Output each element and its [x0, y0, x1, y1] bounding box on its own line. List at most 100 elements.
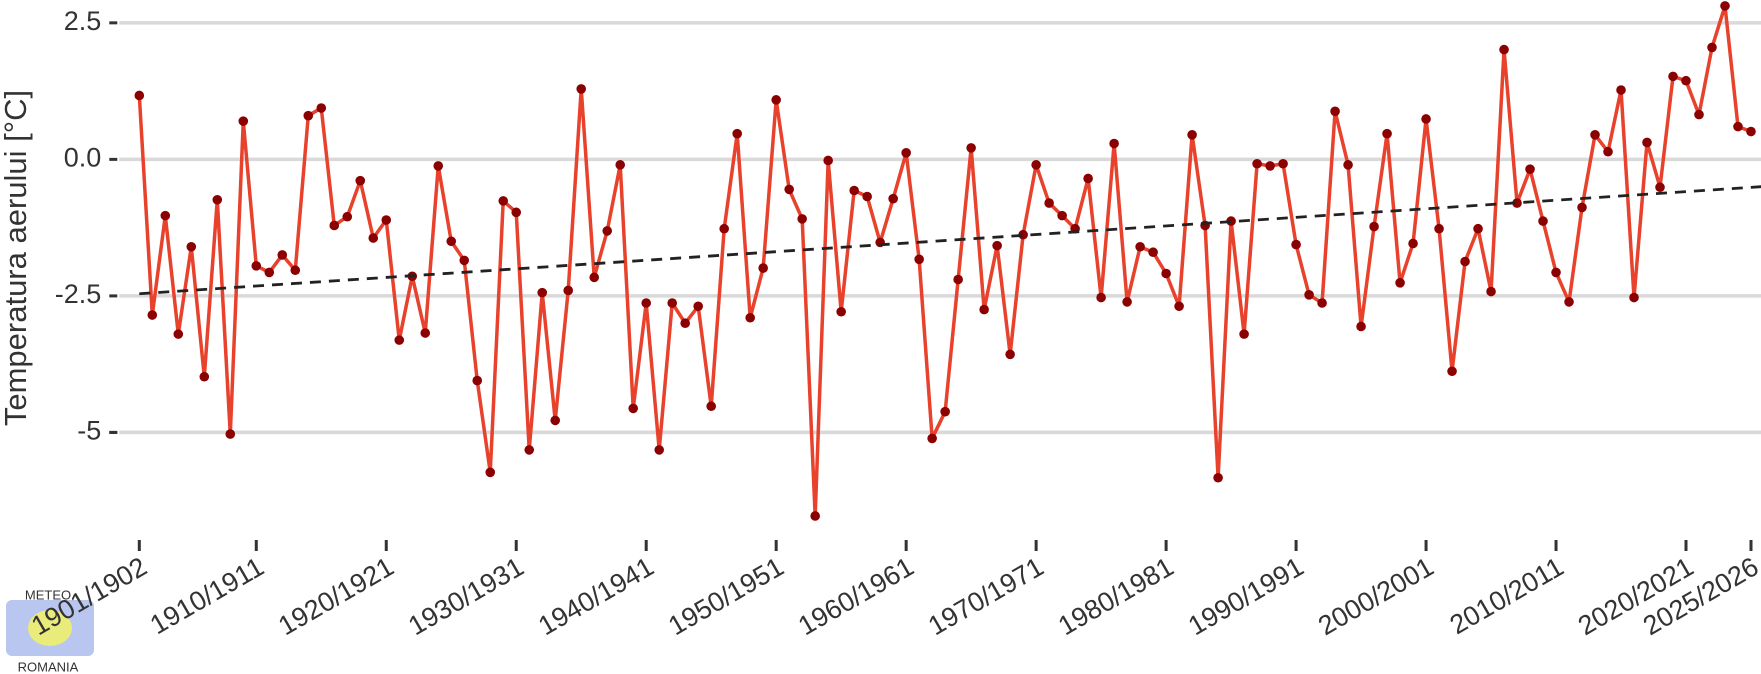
data-point	[1135, 241, 1145, 252]
data-point	[1525, 164, 1535, 175]
data-point	[1317, 298, 1327, 308]
data-point	[1122, 297, 1132, 307]
data-line	[137, 4, 1752, 518]
data-point	[238, 116, 249, 126]
x-tick-label: 1960/1961	[793, 551, 919, 641]
data-point	[251, 261, 262, 271]
data-point	[498, 196, 509, 206]
data-point	[173, 329, 184, 339]
y-tick-label: 0.0	[64, 142, 102, 172]
data-point	[1148, 247, 1158, 258]
data-point	[1577, 202, 1587, 213]
x-tick-label: 2010/2011	[1445, 551, 1569, 640]
data-point	[888, 193, 898, 204]
x-tick-label: 1910/1911	[145, 551, 269, 640]
data-point	[1265, 161, 1275, 171]
data-point	[810, 511, 820, 521]
data-point	[1278, 158, 1288, 169]
data-point	[784, 184, 794, 195]
data-point	[524, 445, 535, 455]
logo-sun	[28, 610, 72, 646]
data-point	[641, 298, 652, 308]
data-point	[1447, 366, 1457, 377]
data-point	[862, 191, 872, 202]
data-point	[719, 223, 729, 234]
data-point	[1564, 297, 1574, 307]
trend-line	[139, 185, 1761, 296]
data-point	[927, 433, 937, 444]
data-point	[706, 401, 716, 412]
data-point	[1109, 138, 1119, 149]
data-point	[160, 210, 171, 221]
data-point	[277, 250, 288, 260]
data-point	[329, 220, 340, 231]
data-point	[602, 226, 613, 236]
data-point	[1681, 75, 1691, 86]
data-point	[394, 335, 405, 345]
data-point	[1408, 238, 1418, 249]
data-point	[316, 103, 327, 113]
data-point	[1057, 210, 1067, 221]
y-tick-label: -2.5	[55, 279, 102, 309]
data-point	[381, 215, 392, 225]
data-point	[654, 445, 665, 455]
data-point	[420, 328, 431, 338]
data-point	[1655, 182, 1665, 193]
x-tick-label: 1930/1931	[403, 551, 529, 641]
data-point	[1304, 290, 1314, 300]
data-point	[992, 240, 1002, 251]
x-tick-label: 1950/1951	[663, 551, 789, 641]
data-point	[1252, 158, 1262, 169]
data-point	[849, 185, 859, 196]
data-point	[1746, 126, 1756, 137]
data-point	[1226, 216, 1236, 226]
data-point	[485, 467, 496, 478]
data-point	[1083, 173, 1093, 184]
data-point	[511, 207, 522, 218]
data-point	[1512, 198, 1522, 208]
data-point	[355, 175, 366, 186]
data-point	[940, 406, 950, 417]
data-point	[1629, 292, 1639, 303]
y-tick-label: 2.5	[64, 6, 102, 36]
data-point	[446, 236, 457, 247]
data-point	[1473, 223, 1483, 234]
data-point	[1486, 286, 1496, 297]
data-point	[576, 84, 587, 94]
data-point	[1343, 160, 1353, 170]
y-axis-title: Temperatura aerului [°C]	[0, 90, 33, 426]
data-point	[225, 429, 236, 439]
data-point	[1603, 146, 1613, 157]
data-point	[1369, 221, 1379, 232]
data-point	[303, 110, 314, 121]
data-point	[550, 415, 561, 426]
data-point	[459, 255, 470, 266]
y-tick-label: -5	[77, 416, 101, 446]
x-tick-label: 1990/1991	[1183, 551, 1309, 641]
data-point	[1018, 229, 1028, 240]
data-point	[264, 267, 275, 278]
data-point	[212, 194, 223, 205]
data-point	[979, 304, 989, 315]
x-tick-label: 1970/1971	[923, 551, 1049, 641]
data-point	[1434, 223, 1444, 234]
data-point	[953, 274, 963, 285]
data-point	[1044, 198, 1054, 208]
data-point	[797, 214, 807, 224]
logo: METEO ROMANIA	[6, 587, 94, 674]
data-point	[1031, 160, 1041, 170]
logo-top: METEO	[25, 587, 71, 602]
data-point	[290, 265, 301, 276]
data-point	[1291, 239, 1301, 250]
data-point	[147, 310, 158, 320]
x-tick-label: 1940/1941	[533, 551, 659, 641]
data-point	[368, 233, 379, 243]
x-tick-label: 1980/1981	[1053, 551, 1179, 641]
data-point	[1720, 1, 1730, 11]
data-point	[1356, 321, 1366, 332]
data-point	[758, 263, 768, 273]
data-point	[537, 287, 548, 298]
data-point	[836, 306, 846, 317]
data-point	[732, 128, 742, 139]
data-point	[1382, 128, 1392, 139]
